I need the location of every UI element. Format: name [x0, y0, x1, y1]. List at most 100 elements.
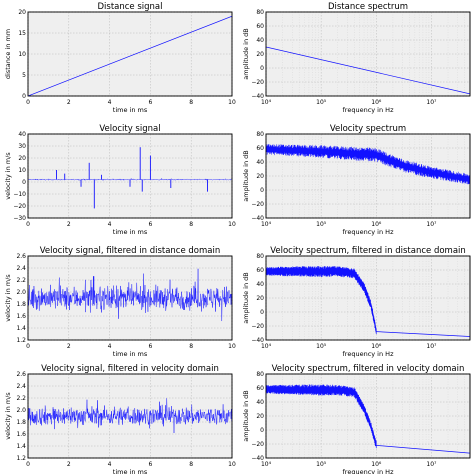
y-axis-label: amplitude in dB [242, 28, 250, 80]
y-tick-label: 40 [256, 281, 264, 288]
x-tick-label: 0 [26, 99, 30, 106]
chart-title: Velocity spectrum, filtered in distance … [270, 246, 466, 256]
y-tick-label: 80 [256, 371, 264, 378]
y-axis-label: velocity in m/s [4, 274, 12, 322]
x-axis-label: frequency in Hz [343, 106, 395, 114]
x-axis-label: frequency in Hz [343, 468, 395, 474]
plot-border [265, 11, 471, 97]
data-layer [28, 15, 232, 96]
chart-title: Velocity spectrum [330, 124, 406, 134]
x-tick-label: 2 [67, 461, 71, 468]
x-tick-label: 2 [67, 343, 71, 350]
y-tick-label: 2.6 [16, 253, 26, 260]
x-tick-label: 10⁷ [426, 461, 437, 468]
y-tick-label: 2.4 [16, 265, 26, 272]
y-tick-label: 1.6 [16, 431, 26, 438]
y-tick-label: 10 [18, 51, 26, 58]
x-tick-label: 10⁵ [316, 343, 327, 350]
subplot-7: 0 2 4 6 8 10 1.2 1.4 1.6 1.8 2.0 2.2 2.4 2.6 Velocity … [4, 364, 236, 474]
chart-title: Velocity signal, filtered in distance do… [40, 246, 221, 256]
y-tick-label: 20 [18, 9, 26, 16]
x-tick-label: 4 [108, 343, 112, 350]
data-layer [28, 268, 232, 322]
subplot-3: 0 2 4 6 8 10 −30 −20 −10 0 10 20 30 40 Velocity signal… [4, 124, 236, 236]
y-tick-label: −40 [251, 93, 264, 100]
x-tick-label: 8 [189, 461, 193, 468]
x-tick-label: 10⁵ [316, 221, 327, 228]
x-tick-label: 8 [189, 221, 193, 228]
y-tick-label: 2.4 [16, 383, 26, 390]
y-tick-label: −20 [251, 323, 264, 330]
x-tick-label: 10⁷ [426, 99, 437, 106]
x-tick-label: 10 [228, 343, 236, 350]
x-tick-label: 6 [148, 343, 152, 350]
x-tick-label: 10⁷ [426, 221, 437, 228]
y-tick-label: 20 [18, 155, 26, 162]
plot-border [27, 373, 233, 459]
y-tick-label: −20 [251, 201, 264, 208]
series-line [376, 331, 470, 337]
x-axis-label: time in ms [113, 106, 148, 114]
x-axis-label: frequency in Hz [343, 350, 395, 358]
y-tick-label: 1.8 [16, 301, 26, 308]
series-line [28, 398, 232, 434]
y-tick-label: −40 [251, 215, 264, 222]
y-tick-label: 20 [256, 295, 264, 302]
y-tick-label: 20 [256, 51, 264, 58]
y-tick-label: 80 [256, 9, 264, 16]
y-tick-label: 40 [256, 37, 264, 44]
y-axis-label: velocity in m/s [4, 152, 12, 200]
series-line [28, 268, 232, 322]
y-tick-label: 2.2 [16, 277, 26, 284]
y-tick-label: 0 [260, 65, 264, 72]
x-tick-label: 10⁷ [426, 343, 437, 350]
x-tick-label: 0 [26, 343, 30, 350]
x-tick-label: 10⁴ [261, 99, 272, 106]
y-tick-label: 1.2 [16, 337, 26, 344]
y-tick-label: 20 [256, 173, 264, 180]
x-tick-label: 6 [148, 99, 152, 106]
series-line [28, 15, 232, 96]
x-tick-label: 10⁵ [316, 461, 327, 468]
data-layer [266, 265, 470, 337]
x-tick-label: 10⁴ [261, 343, 272, 350]
x-tick-label: 10⁴ [261, 461, 272, 468]
series-line [376, 445, 470, 454]
x-tick-label: 10⁶ [371, 461, 382, 468]
x-axis-label: time in ms [113, 350, 148, 358]
data-layer [28, 147, 232, 209]
x-tick-label: 4 [108, 221, 112, 228]
y-axis-label: amplitude in dB [242, 272, 250, 324]
y-tick-label: 1.6 [16, 313, 26, 320]
subplot-6: 10⁴ 10⁵ 10⁶ 10⁷ −40 −20 0 20 40 60 80 Velocity spec… [242, 246, 471, 358]
y-tick-label: 40 [18, 131, 26, 138]
y-tick-label: −20 [13, 203, 26, 210]
y-tick-label: 80 [256, 253, 264, 260]
x-tick-label: 10⁶ [371, 343, 382, 350]
plot-border [27, 255, 233, 341]
y-tick-label: 2.0 [16, 289, 26, 296]
x-tick-label: 8 [189, 99, 193, 106]
x-tick-label: 10⁴ [261, 221, 272, 228]
y-tick-label: 1.8 [16, 419, 26, 426]
y-axis-label: velocity in m/s [4, 392, 12, 440]
x-tick-label: 2 [67, 99, 71, 106]
x-tick-label: 6 [148, 221, 152, 228]
x-tick-label: 10 [228, 461, 236, 468]
y-tick-label: 0 [22, 179, 26, 186]
chart-title: Distance spectrum [328, 2, 408, 12]
y-tick-label: −40 [251, 337, 264, 344]
x-tick-label: 8 [189, 343, 193, 350]
y-tick-label: 60 [256, 23, 264, 30]
y-tick-label: 1.2 [16, 455, 26, 462]
y-tick-label: 0 [260, 427, 264, 434]
x-tick-label: 10⁵ [316, 99, 327, 106]
data-layer [266, 384, 470, 454]
y-tick-label: 2.0 [16, 407, 26, 414]
x-tick-label: 10 [228, 99, 236, 106]
y-tick-label: −30 [13, 215, 26, 222]
y-axis-label: amplitude in dB [242, 150, 250, 202]
x-axis-label: time in ms [113, 468, 148, 474]
x-tick-label: 0 [26, 221, 30, 228]
